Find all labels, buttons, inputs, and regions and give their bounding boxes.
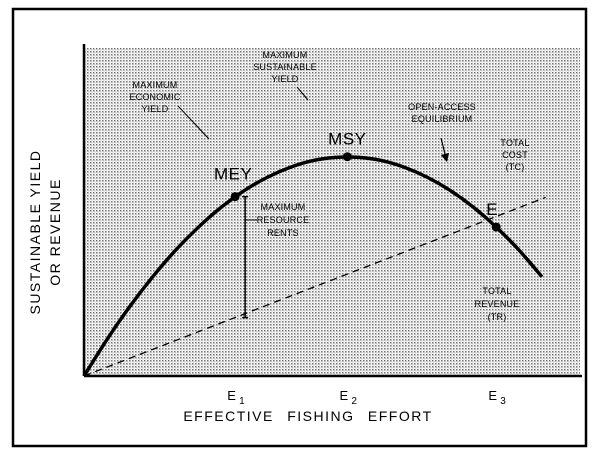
oae-annotation-arrow — [440, 137, 450, 163]
mey-annotation-line-1: MAXIMUM — [133, 80, 178, 90]
resource-rent-label-line-2: RESOURCE — [257, 215, 310, 225]
msy-annotation-line-3: YIELD — [271, 74, 298, 84]
oae-tick-label: E — [488, 388, 498, 403]
mey-annotation-line-3: YIELD — [141, 104, 168, 114]
msy-annotation-line-2: SUSTAINABLE — [253, 62, 317, 72]
resource-rent-label-line-1: MAXIMUM — [261, 202, 306, 212]
y-axis-label-line2: OR REVENUE — [47, 178, 63, 286]
mey-point — [230, 192, 240, 202]
msy-tick-subscript: 2 — [351, 396, 357, 407]
oae-point-label: E — [486, 200, 498, 219]
resource-rent-label-line-3: RENTS — [267, 228, 299, 238]
oae-point — [491, 222, 501, 232]
y-axis-label-line1: SUSTAINABLE YIELD — [27, 149, 43, 314]
mey-point-label: MEY — [214, 165, 252, 184]
msy-point-label: MSY — [328, 130, 366, 149]
oae-annotation-line-1: OPEN-ACCESS — [408, 102, 476, 112]
y-axis-label: SUSTAINABLE YIELD OR REVENUE — [27, 149, 63, 314]
mey-annotation-line-2: ECONOMIC — [129, 92, 180, 102]
total-cost-label-line-3: (TC) — [506, 162, 525, 172]
total-revenue-label-line-2: REVENUE — [475, 299, 520, 309]
total-revenue-curve — [82, 155, 544, 377]
total-cost-label-line-2: COST — [502, 150, 528, 160]
total-cost-line — [83, 196, 546, 377]
plot-background — [84, 48, 580, 376]
oae-annotation-line-2: EQUILIBRIUM — [412, 114, 473, 124]
mey-annotation-leader — [177, 105, 210, 140]
msy-point — [342, 152, 352, 162]
total-revenue-label-line-3: (TR) — [488, 312, 507, 322]
oae-tick-subscript: 3 — [500, 396, 506, 407]
x-axis-label: EFFECTIVE FISHING EFFORT — [183, 408, 432, 424]
chart-marks: TOTAL REVENUE (TR) TOTAL COST (TC) MAXIMUM RESO… — [82, 50, 546, 407]
mey-tick-label: E — [227, 388, 237, 403]
mey-tick-subscript: 1 — [239, 396, 245, 407]
msy-annotation-leader — [296, 86, 309, 101]
total-revenue-label-line-1: TOTAL — [482, 286, 511, 296]
msy-annotation-line-1: MAXIMUM — [263, 50, 308, 60]
total-cost-label-line-1: TOTAL — [500, 138, 529, 148]
msy-tick-label: E — [340, 388, 350, 403]
